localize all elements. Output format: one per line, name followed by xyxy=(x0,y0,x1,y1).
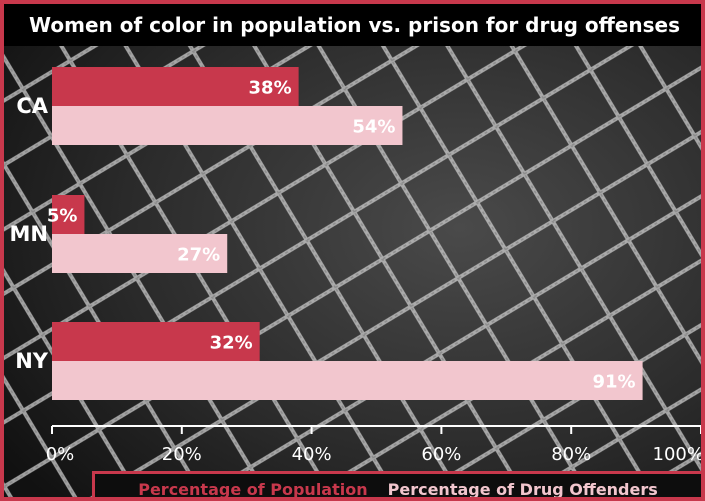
x-tick-label: 20% xyxy=(162,444,202,465)
x-tick-label: 80% xyxy=(551,444,591,465)
legend: Percentage of Population Percentage of D… xyxy=(92,471,701,499)
category-label-ca: CA xyxy=(16,94,48,118)
chart-title: Women of color in population vs. prison … xyxy=(4,4,701,46)
bar-chart: 38% 54% CA 5% 27% MN 32% 91% NY 0% 20% 40% 60% 80% 100… xyxy=(10,67,704,465)
x-tick-label: 60% xyxy=(421,444,461,465)
bar-mn-population xyxy=(52,195,85,234)
x-tick-label: 0% xyxy=(46,444,75,465)
bar-mn-drug-offenders xyxy=(52,234,228,273)
x-tick-label: 100% xyxy=(653,444,704,465)
data-label-ny-drug-offenders: 91% xyxy=(592,372,635,393)
data-label-mn-population: 5% xyxy=(47,206,78,227)
bar-ca-drug-offenders xyxy=(52,106,403,145)
data-label-ca-population: 38% xyxy=(249,78,292,99)
category-label-ny: NY xyxy=(15,349,49,373)
data-label-mn-drug-offenders: 27% xyxy=(177,245,220,266)
data-label-ca-drug-offenders: 54% xyxy=(352,117,395,138)
bar-ny-drug-offenders xyxy=(52,361,643,400)
legend-drug-offenders: Percentage of Drug Offenders xyxy=(387,480,658,499)
category-label-mn: MN xyxy=(10,222,48,246)
data-label-ny-population: 32% xyxy=(210,333,253,354)
legend-population: Percentage of Population xyxy=(138,480,368,499)
bar-ny-population xyxy=(52,322,260,361)
x-tick-label: 40% xyxy=(292,444,332,465)
bar-ca-population xyxy=(52,67,299,106)
